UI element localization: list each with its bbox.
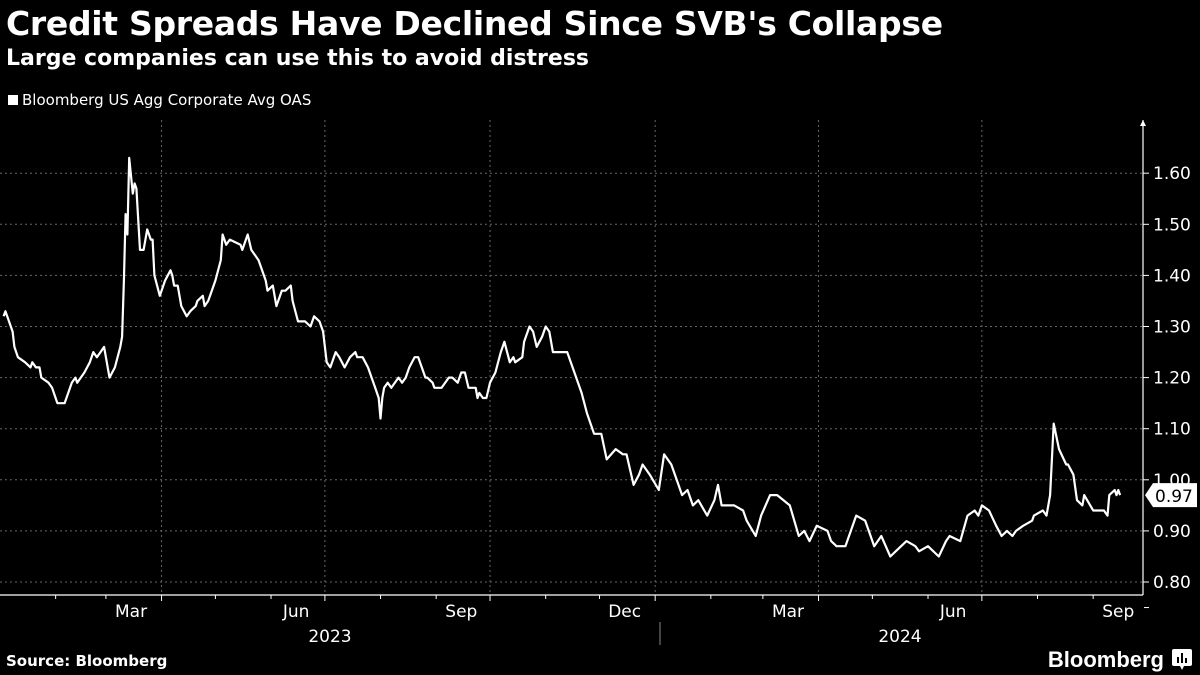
chart-title: Credit Spreads Have Declined Since SVB's… bbox=[6, 4, 943, 43]
grid bbox=[0, 120, 1143, 595]
x-tick-label: Jun bbox=[939, 602, 967, 622]
y-axis-arrow bbox=[1140, 120, 1146, 126]
last-value-tag bbox=[1145, 483, 1197, 508]
y-tick-label: 1.50 bbox=[1153, 215, 1191, 235]
legend: Bloomberg US Agg Corporate Avg OAS bbox=[8, 91, 311, 109]
x-tick-label: Dec bbox=[608, 602, 641, 622]
chart-subtitle: Large companies can use this to avoid di… bbox=[6, 46, 590, 71]
x-tick-label: Mar bbox=[772, 602, 804, 622]
y-tick-label: 1.10 bbox=[1153, 420, 1191, 440]
legend-label: Bloomberg US Agg Corporate Avg OAS bbox=[22, 91, 312, 109]
year-label: 2024 bbox=[878, 627, 921, 647]
x-tick-label: Mar bbox=[115, 602, 147, 622]
y-tick-label: 0.80 bbox=[1153, 573, 1191, 593]
year-label: 2023 bbox=[308, 627, 351, 647]
series-line bbox=[2, 156, 1122, 558]
bar-chart-bubble-icon bbox=[1172, 649, 1192, 670]
x-tick-label: Sep bbox=[1102, 602, 1134, 622]
logo-text: Bloomberg bbox=[1047, 647, 1164, 672]
y-tick-label: 1.20 bbox=[1153, 369, 1191, 389]
source-note: Source: Bloomberg bbox=[6, 652, 168, 670]
x-tick-label: Jun bbox=[282, 602, 310, 622]
bloomberg-logo: Bloomberg bbox=[1048, 647, 1192, 673]
axes bbox=[0, 120, 1149, 645]
last-value-marker: 0.97 bbox=[1145, 483, 1197, 508]
last-value-label: 0.97 bbox=[1155, 487, 1193, 507]
y-tick-label: 0.90 bbox=[1153, 522, 1191, 542]
y-tick-label: 1.60 bbox=[1153, 164, 1191, 184]
x-tick-label: Sep bbox=[445, 602, 477, 622]
data-points bbox=[3, 158, 1120, 557]
legend-swatch bbox=[8, 95, 18, 105]
y-tick-label: 1.40 bbox=[1153, 266, 1191, 286]
y-tick-label: 1.30 bbox=[1153, 318, 1191, 338]
